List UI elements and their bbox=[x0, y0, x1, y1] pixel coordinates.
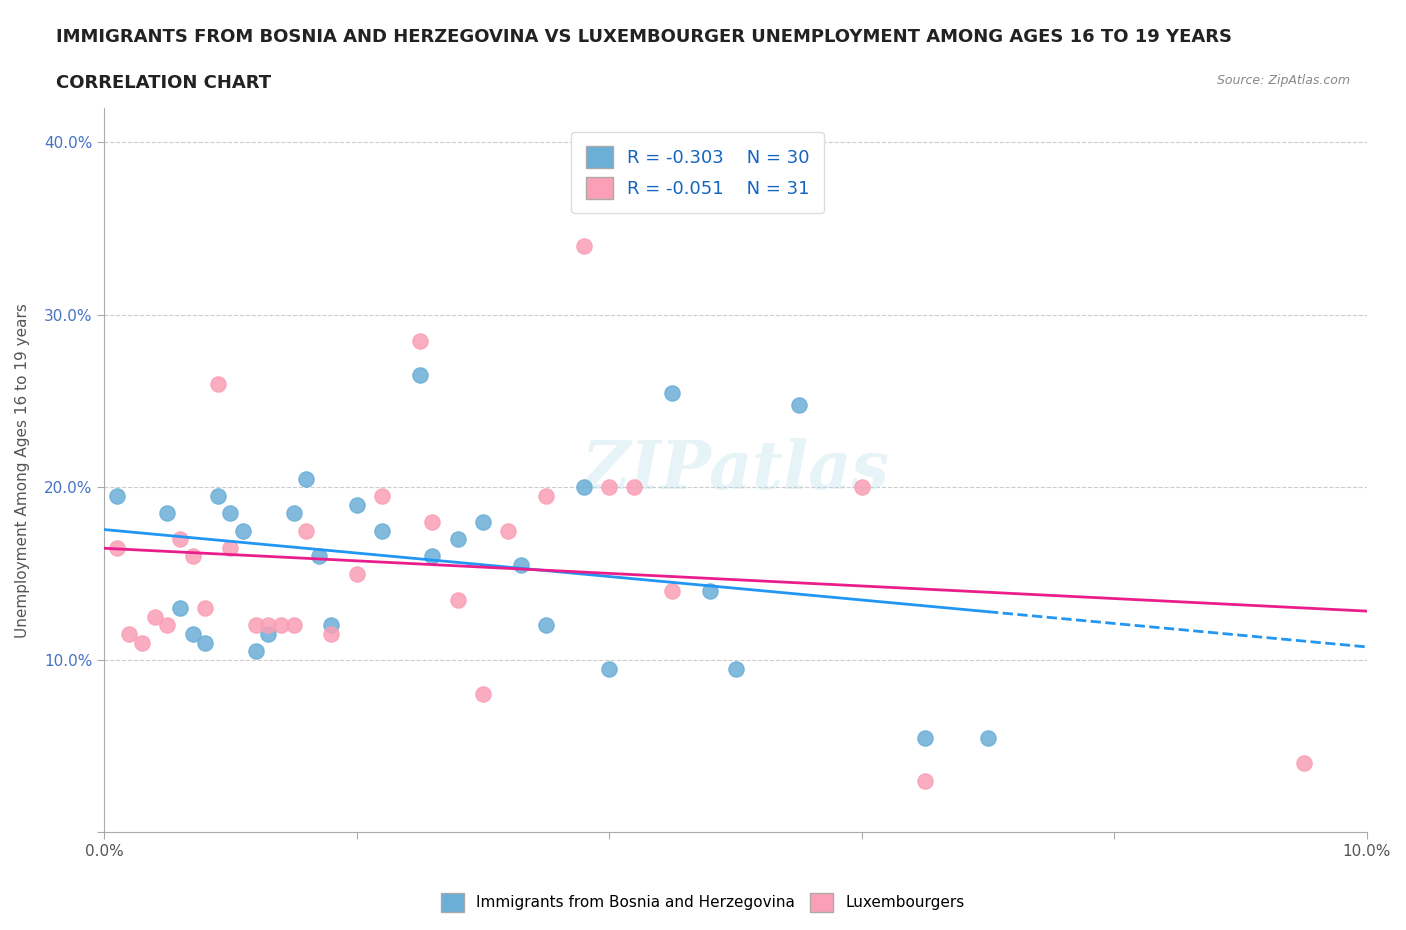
Point bbox=[169, 601, 191, 616]
Point bbox=[270, 618, 292, 632]
Point bbox=[156, 506, 179, 521]
Point bbox=[257, 618, 280, 632]
Point bbox=[447, 592, 470, 607]
Point bbox=[472, 687, 495, 702]
Point bbox=[257, 627, 280, 642]
Point bbox=[472, 514, 495, 529]
Point bbox=[724, 661, 747, 676]
Point bbox=[207, 377, 229, 392]
Point bbox=[787, 397, 810, 412]
Point bbox=[598, 661, 620, 676]
Point bbox=[914, 730, 936, 745]
Point bbox=[409, 333, 432, 348]
Point bbox=[105, 540, 128, 555]
Y-axis label: Unemployment Among Ages 16 to 19 years: Unemployment Among Ages 16 to 19 years bbox=[15, 303, 30, 638]
Point bbox=[245, 618, 267, 632]
Point bbox=[219, 540, 242, 555]
Point bbox=[321, 627, 343, 642]
Point bbox=[699, 583, 721, 598]
Point bbox=[181, 549, 204, 564]
Point bbox=[245, 644, 267, 658]
Point bbox=[346, 498, 368, 512]
Point bbox=[105, 488, 128, 503]
Point bbox=[914, 773, 936, 788]
Point bbox=[207, 488, 229, 503]
Point bbox=[598, 480, 620, 495]
Point bbox=[181, 627, 204, 642]
Point bbox=[143, 609, 166, 624]
Point bbox=[623, 480, 645, 495]
Point bbox=[371, 523, 394, 538]
Point bbox=[661, 583, 683, 598]
Point bbox=[572, 480, 595, 495]
Point bbox=[1292, 756, 1315, 771]
Point bbox=[194, 635, 217, 650]
Point bbox=[409, 368, 432, 383]
Point bbox=[977, 730, 1000, 745]
Point bbox=[194, 601, 217, 616]
Point bbox=[118, 627, 141, 642]
Point bbox=[156, 618, 179, 632]
Point bbox=[283, 506, 305, 521]
Point bbox=[371, 488, 394, 503]
Point bbox=[534, 488, 557, 503]
Point bbox=[295, 523, 318, 538]
Point bbox=[169, 532, 191, 547]
Legend: R = -0.303    N = 30, R = -0.051    N = 31: R = -0.303 N = 30, R = -0.051 N = 31 bbox=[571, 131, 824, 214]
Point bbox=[219, 506, 242, 521]
Point bbox=[661, 385, 683, 400]
Point bbox=[447, 532, 470, 547]
Text: CORRELATION CHART: CORRELATION CHART bbox=[56, 74, 271, 92]
Point bbox=[572, 238, 595, 253]
Legend: Immigrants from Bosnia and Herzegovina, Luxembourgers: Immigrants from Bosnia and Herzegovina, … bbox=[434, 887, 972, 918]
Text: Source: ZipAtlas.com: Source: ZipAtlas.com bbox=[1216, 74, 1350, 87]
Point bbox=[283, 618, 305, 632]
Point bbox=[295, 472, 318, 486]
Point bbox=[851, 480, 873, 495]
Text: ZIPatlas: ZIPatlas bbox=[582, 438, 890, 503]
Text: IMMIGRANTS FROM BOSNIA AND HERZEGOVINA VS LUXEMBOURGER UNEMPLOYMENT AMONG AGES 1: IMMIGRANTS FROM BOSNIA AND HERZEGOVINA V… bbox=[56, 28, 1232, 46]
Point bbox=[232, 523, 254, 538]
Point bbox=[321, 618, 343, 632]
Point bbox=[422, 549, 444, 564]
Point bbox=[509, 558, 531, 573]
Point bbox=[534, 618, 557, 632]
Point bbox=[496, 523, 519, 538]
Point bbox=[308, 549, 330, 564]
Point bbox=[346, 566, 368, 581]
Point bbox=[422, 514, 444, 529]
Point bbox=[131, 635, 153, 650]
